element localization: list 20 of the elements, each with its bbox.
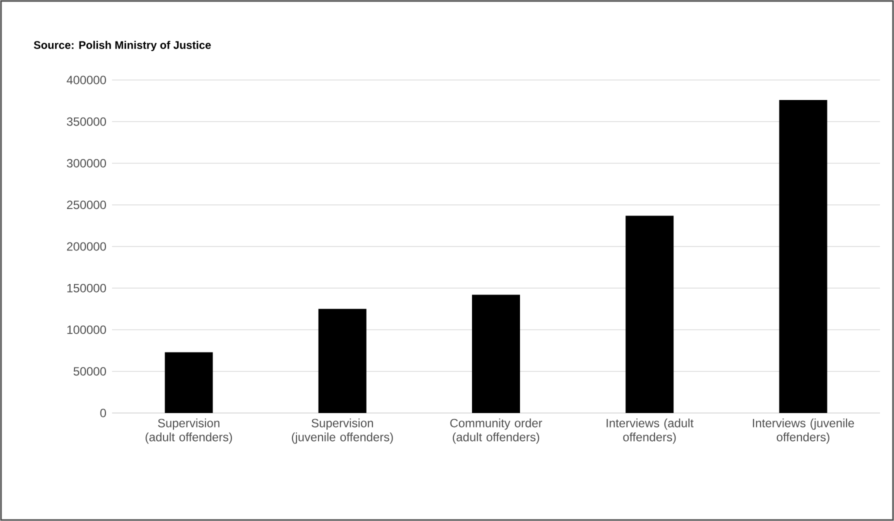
bar [472,294,520,413]
x-tick-label: Supervision (adult offenders) [146,418,232,444]
y-tick-label: 50000 [74,367,106,376]
x-tick-label: Interviews (adult offenders) [606,418,694,444]
y-tick-label: 400000 [66,76,106,84]
x-tick-label: Interviews (juvenile offenders) [752,418,854,444]
y-tick-label: 200000 [67,242,106,251]
bar [318,308,366,413]
y-tick-label: 0 [100,408,106,418]
y-tick-label: 150000 [67,284,106,292]
bar [626,216,674,413]
x-tick-label: Community order (adult offenders) [450,418,542,444]
y-tick-label: 100000 [67,325,106,334]
y-tick-label: 250000 [67,200,106,210]
source-note: Source: Polish Ministry of Justice [34,40,211,52]
y-tick-label: 300000 [66,159,106,168]
x-tick-label: Supervision (juvenile offenders) [292,418,393,444]
bar [164,352,213,413]
bar [779,100,828,413]
y-tick-label: 350000 [66,117,106,126]
